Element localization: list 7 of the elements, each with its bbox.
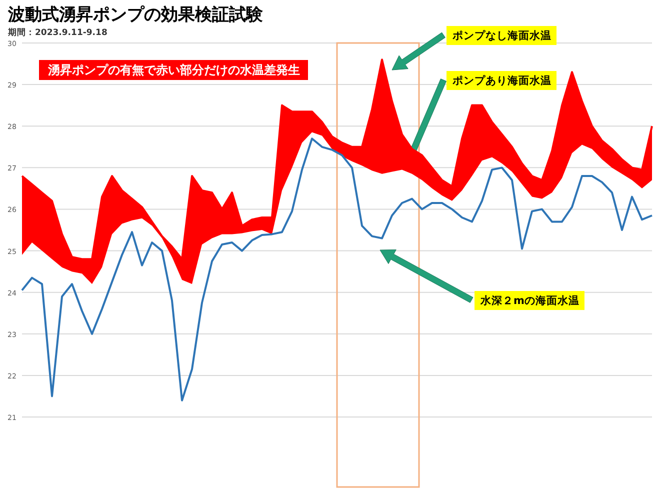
chart-title: 波動式湧昇ポンプの効果検証試験 [7,5,264,25]
annotation: 湧昇ポンプの有無で赤い部分だけの水温差発生 [47,63,300,77]
chart-subtitle: 期間：2023.9.11-9.18 [7,27,108,38]
text: ポンプなし海面水温 [452,29,552,42]
annotation: 水深２mの海面水温 [480,294,580,307]
line-series [21,138,653,402]
annotation: ポンプあり海面水温 [452,74,552,87]
